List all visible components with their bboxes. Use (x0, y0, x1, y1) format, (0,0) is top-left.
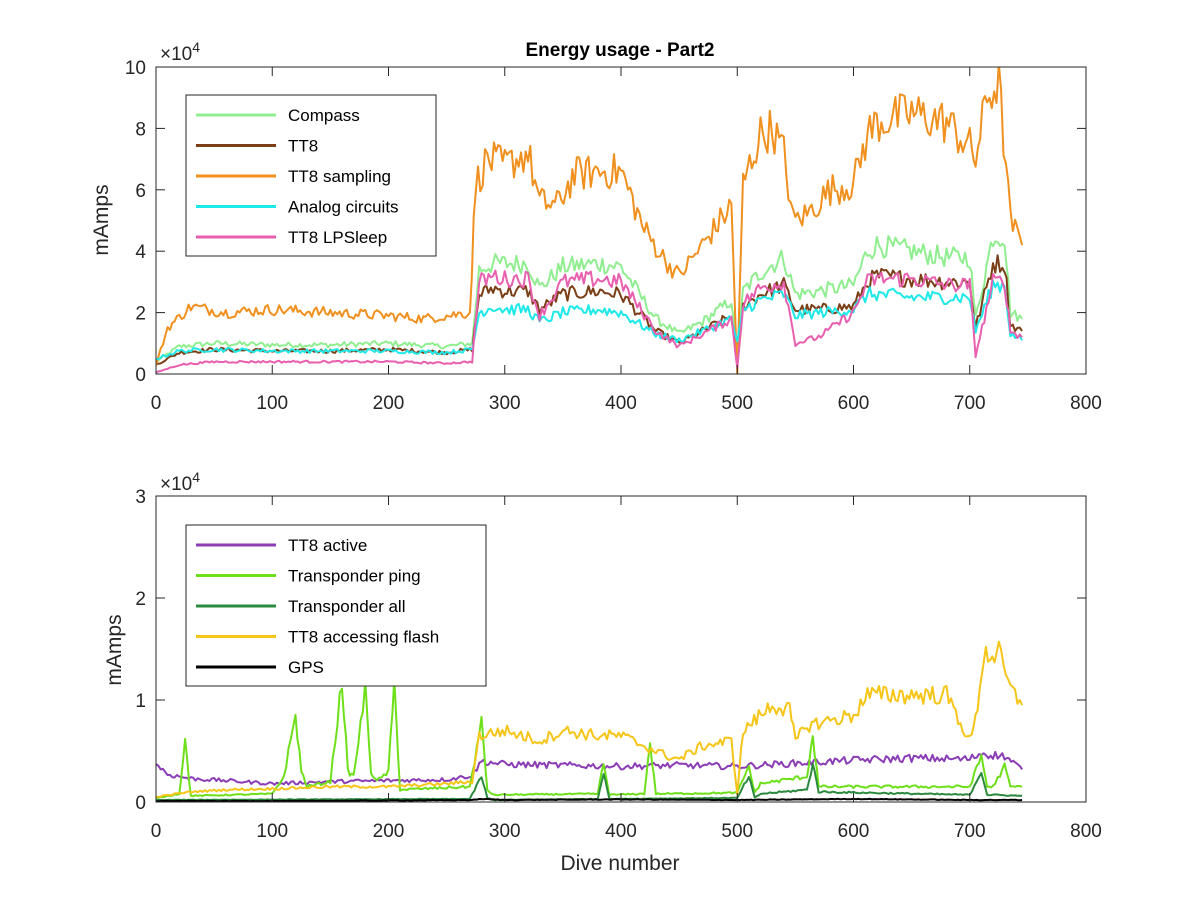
bottom-series-line-1 (156, 677, 1023, 799)
bottom-subplot: ×104 0 100 200 300 400 500 600 700 800 0 1 2 3 mAmps… (103, 469, 1102, 875)
top-y-tick-label: 6 (135, 181, 146, 202)
top-x-tick-label: 400 (605, 393, 637, 414)
chart-title: Energy usage - Part2 (525, 40, 714, 61)
top-legend-entry: TT8 sampling (288, 167, 391, 186)
top-series-line-4 (156, 269, 1023, 374)
bottom-legend-entry: TT8 active (288, 536, 367, 555)
top-x-tick-label: 500 (721, 393, 753, 414)
bottom-y-tick-label: 1 (135, 691, 146, 712)
top-y-tick-label: 8 (135, 119, 146, 140)
top-legend: Compass TT8 TT8 sampling Analog circuits TT8… (185, 94, 437, 257)
top-x-tick-label: 800 (1070, 393, 1102, 414)
bottom-y-exponent-label: ×104 (160, 469, 200, 495)
top-plot-area (156, 67, 1024, 374)
bottom-y-tick-label: 2 (135, 589, 146, 610)
top-y-axis-label: mAmps (90, 184, 113, 255)
bottom-plot-area (156, 640, 1024, 802)
bottom-x-tick-label: 200 (373, 821, 405, 842)
top-legend-entry: Compass (288, 106, 360, 125)
bottom-x-tick-label: 0 (151, 821, 162, 842)
top-x-tick-label: 600 (838, 393, 870, 414)
bottom-legend-entry: Transponder ping (288, 567, 421, 586)
top-series-line-2 (156, 67, 1024, 374)
top-axis-ticks: 0 100 200 300 400 500 600 700 800 0 2 4 6 8 10 (125, 58, 1102, 414)
bottom-legend-entry: GPS (288, 658, 324, 677)
bottom-legend: TT8 active Transponder ping Transponder al… (185, 524, 487, 687)
top-legend-entry: TT8 (288, 137, 318, 156)
bottom-y-tick-label: 0 (135, 793, 146, 814)
bottom-legend-entry: Transponder all (288, 597, 406, 616)
top-subplot: Energy usage - Part2 ×104 0 100 200 300 400 5… (90, 39, 1102, 414)
bottom-x-tick-label: 500 (721, 821, 753, 842)
bottom-series-line-3 (156, 640, 1024, 798)
bottom-x-tick-label: 400 (605, 821, 637, 842)
top-legend-entry: TT8 LPSleep (288, 228, 387, 247)
top-y-tick-label: 2 (135, 304, 146, 325)
bottom-x-tick-label: 800 (1070, 821, 1102, 842)
bottom-legend-entry: TT8 accessing flash (288, 628, 439, 647)
top-x-tick-label: 100 (256, 393, 288, 414)
bottom-x-tick-label: 700 (954, 821, 986, 842)
top-y-tick-label: 0 (135, 365, 146, 386)
bottom-y-axis-label: mAmps (103, 614, 126, 685)
top-y-tick-label: 10 (125, 58, 146, 79)
top-y-exponent-label: ×104 (160, 39, 200, 65)
top-x-tick-label: 0 (151, 393, 162, 414)
bottom-x-tick-label: 600 (838, 821, 870, 842)
bottom-y-tick-label: 3 (135, 487, 146, 508)
top-y-tick-label: 4 (135, 242, 146, 263)
top-legend-entry: Analog circuits (288, 198, 399, 217)
top-x-tick-label: 200 (373, 393, 405, 414)
bottom-axis-ticks: 0 100 200 300 400 500 600 700 800 0 1 2 3 (135, 487, 1101, 842)
top-series-line-0 (156, 235, 1023, 364)
top-x-tick-label: 300 (489, 393, 521, 414)
top-x-tick-label: 700 (954, 393, 986, 414)
bottom-x-tick-label: 300 (489, 821, 521, 842)
bottom-x-axis-label: Dive number (560, 852, 679, 875)
top-series-line-3 (156, 279, 1023, 361)
bottom-series-line-0 (156, 750, 1023, 786)
bottom-x-tick-label: 100 (256, 821, 288, 842)
bottom-series-line-4 (156, 797, 1023, 802)
